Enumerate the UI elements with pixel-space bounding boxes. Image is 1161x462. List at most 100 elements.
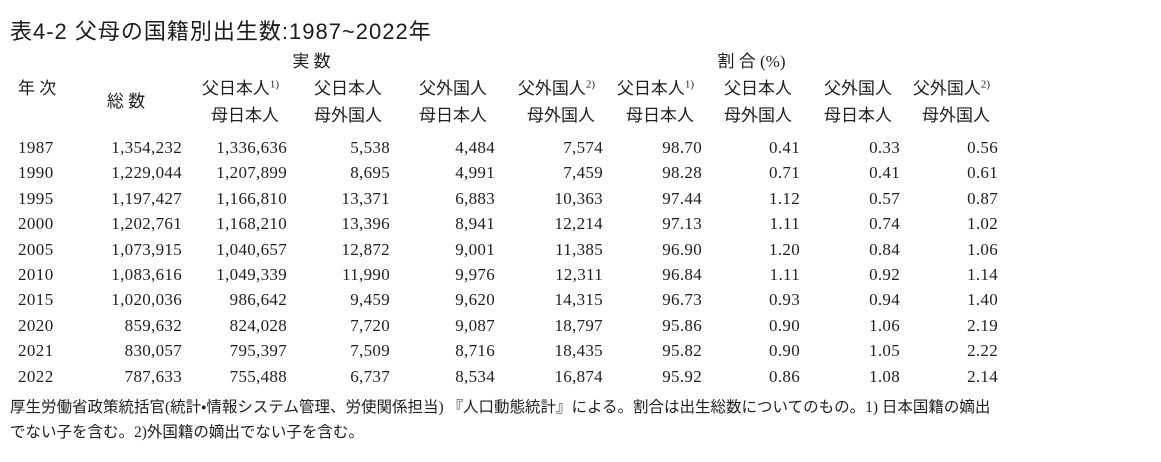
spacer-cell <box>998 211 1161 236</box>
value-cell: 0.84 <box>869 239 901 259</box>
table-row: 2015 1,020,036 986,642 9,459 9,620 14,315 96.7… <box>0 287 1161 312</box>
table-title: 表4-2 父母の国籍別出生数:1987~2022年 <box>10 19 432 44</box>
value-cell: 795,397 <box>229 341 287 361</box>
column-header-jpfather-fnmother: 父日本人 母外国人 <box>314 79 382 125</box>
value-cell: 1,073,915 <box>111 239 182 259</box>
value-cell: 18,435 <box>554 341 603 361</box>
footnote-ref-1: 1) <box>684 78 694 91</box>
value-cell: 5,538 <box>350 138 390 157</box>
table-row: 2020 859,632 824,028 7,720 9,087 18,797 95.86 0… <box>0 313 1161 338</box>
column-header-fnfather-jpmother: 父外国人 母日本人 <box>419 79 487 125</box>
group-header-actual: 実 数 <box>182 49 495 75</box>
value-cell: 1.06 <box>869 315 901 335</box>
value-cell: 1,049,339 <box>216 265 287 285</box>
value-cell: 755,488 <box>229 366 287 386</box>
footnote-line-2: でない子を含む。2)外国籍の嫡出でない子を含む。 <box>10 423 364 441</box>
spacer-cell <box>998 49 1161 75</box>
birth-statistics-table: 実 数 割 合 (%) 年 次 総 数 父日本人1) 母日本人 <box>0 49 1161 389</box>
value-cell: 1.20 <box>769 239 800 259</box>
spacer-cell <box>998 237 1161 262</box>
value-cell: 1,083,616 <box>111 265 182 285</box>
value-cell: 1.05 <box>869 341 901 361</box>
value-cell: 1.02 <box>967 214 999 234</box>
spacer-cell <box>998 160 1161 185</box>
spacer-cell <box>998 186 1161 211</box>
value-cell: 97.13 <box>662 214 702 234</box>
value-cell: 824,028 <box>229 315 287 335</box>
value-cell: 787,633 <box>124 366 182 386</box>
column-header-pct-jpfather-fnmother: 父日本人 母外国人 <box>724 79 792 125</box>
column-header-pct-jpfather-jpmother: 父日本人1) 母日本人 <box>616 78 694 125</box>
value-cell: 8,534 <box>455 366 495 386</box>
value-cell: 8,716 <box>455 341 495 361</box>
year-cell: 2015 <box>18 290 54 310</box>
value-cell: 12,872 <box>341 239 390 259</box>
year-cell: 2021 <box>18 341 54 361</box>
value-cell: 9,459 <box>350 290 390 310</box>
value-cell: 7,459 <box>563 163 603 183</box>
value-cell: 0.87 <box>967 188 999 208</box>
value-cell: 1.11 <box>769 265 800 285</box>
value-cell: 9,620 <box>455 290 495 310</box>
spacer-cell <box>998 313 1161 338</box>
value-cell: 0.74 <box>869 214 901 234</box>
value-cell: 1.12 <box>769 188 800 208</box>
value-cell: 2.14 <box>967 366 999 386</box>
value-cell: 4,991 <box>455 163 495 183</box>
value-cell: 0.90 <box>769 341 800 361</box>
value-cell: 1,020,036 <box>111 290 182 310</box>
value-cell: 2.22 <box>967 341 999 361</box>
value-cell: 11,385 <box>555 239 603 259</box>
table-row: 1987 1,354,232 1,336,636 5,538 4,484 7,574 98.… <box>0 135 1161 160</box>
table-row: 2021 830,057 795,397 7,509 8,716 18,435 95.82 0… <box>0 338 1161 363</box>
footnote-ref-1: 1) <box>269 78 279 91</box>
value-cell: 0.94 <box>869 290 901 310</box>
value-cell: 96.73 <box>662 290 702 310</box>
value-cell: 8,941 <box>455 214 495 234</box>
table-row: 1990 1,229,044 1,207,899 8,695 4,991 7,459 98.… <box>0 160 1161 185</box>
value-cell: 859,632 <box>124 315 182 335</box>
table-body: 1987 1,354,232 1,336,636 5,538 4,484 7,574 98.… <box>0 135 1161 389</box>
value-cell: 97.44 <box>662 188 702 208</box>
spacer-cell <box>495 49 603 75</box>
value-cell: 14,315 <box>554 290 603 310</box>
column-header-year: 年 次 <box>18 79 57 98</box>
table-row: 2022 787,633 755,488 6,737 8,534 16,874 95.92 0… <box>0 364 1161 389</box>
value-cell: 1,207,899 <box>216 163 287 183</box>
value-cell: 1.40 <box>967 290 999 310</box>
table-row: 1995 1,197,427 1,166,810 13,371 6,883 10,363 9… <box>0 186 1161 211</box>
column-header-total: 総 数 <box>106 92 146 111</box>
spacer-cell <box>998 135 1161 160</box>
footnote-ref-2: 2) <box>585 78 595 91</box>
value-cell: 9,087 <box>455 315 495 335</box>
value-cell: 1.11 <box>769 214 800 234</box>
year-cell: 1987 <box>18 138 54 157</box>
value-cell: 18,797 <box>554 315 603 335</box>
spacer-cell <box>998 364 1161 389</box>
value-cell: 11,990 <box>342 265 390 285</box>
year-cell: 2010 <box>18 265 54 285</box>
value-cell: 1.06 <box>967 239 999 259</box>
spacer-cell <box>0 49 182 75</box>
value-cell: 10,363 <box>554 188 603 208</box>
value-cell: 13,396 <box>341 214 390 234</box>
value-cell: 9,001 <box>455 239 495 259</box>
value-cell: 0.90 <box>769 315 800 335</box>
value-cell: 12,311 <box>555 265 603 285</box>
group-header-actual-label: 実 数 <box>292 52 331 71</box>
year-cell: 1995 <box>18 188 54 208</box>
value-cell: 0.92 <box>869 265 901 285</box>
year-cell: 1990 <box>18 163 54 183</box>
value-cell: 986,642 <box>229 290 287 310</box>
value-cell: 7,509 <box>350 341 390 361</box>
value-cell: 95.86 <box>662 315 702 335</box>
value-cell: 7,574 <box>563 138 603 157</box>
value-cell: 0.93 <box>769 290 800 310</box>
value-cell: 1,229,044 <box>111 163 182 183</box>
year-cell: 2000 <box>18 214 54 234</box>
group-header-row: 実 数 割 合 (%) <box>0 49 1161 75</box>
value-cell: 0.57 <box>869 188 901 208</box>
spacer-cell <box>998 287 1161 312</box>
year-cell: 2020 <box>18 315 54 335</box>
value-cell: 1,166,810 <box>216 188 287 208</box>
